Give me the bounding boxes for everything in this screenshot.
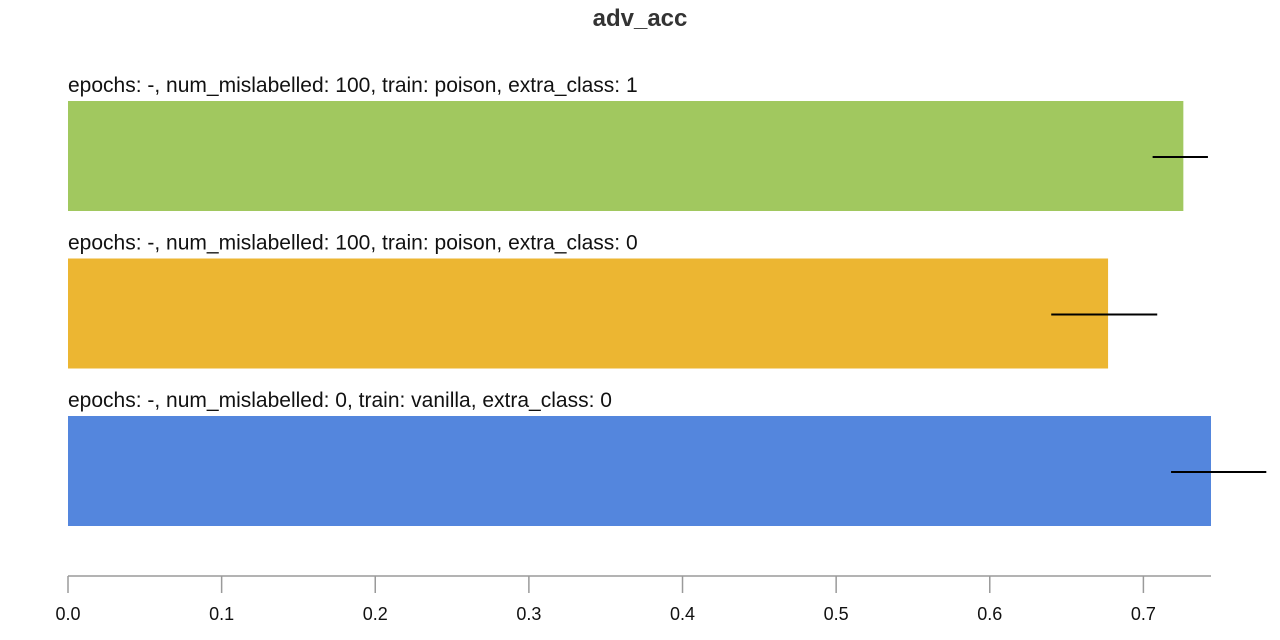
x-tick-label: 0.6	[977, 604, 1002, 624]
bar-group: epochs: -, num_mislabelled: 100, train: …	[68, 232, 1158, 369]
bar-label: epochs: -, num_mislabelled: 100, train: …	[68, 232, 638, 255]
x-tick-label: 0.7	[1131, 604, 1156, 624]
bar	[68, 416, 1211, 526]
x-axis: 0.0 0.1 0.2 0.3 0.4 0.5 0.6 0.7	[55, 575, 1211, 624]
bars-group: epochs: -, num_mislabelled: 100, train: …	[68, 74, 1267, 526]
bar-group: epochs: -, num_mislabelled: 100, train: …	[68, 74, 1208, 211]
x-tick-label: 0.3	[516, 604, 541, 624]
x-tick-label: 0.2	[363, 604, 388, 624]
bar-group: epochs: -, num_mislabelled: 0, train: va…	[68, 389, 1267, 526]
chart-title: adv_acc	[593, 5, 688, 32]
x-tick-label: 0.1	[209, 604, 234, 624]
bar	[68, 258, 1109, 369]
x-tick-label: 0.0	[55, 604, 80, 624]
bar-label: epochs: -, num_mislabelled: 100, train: …	[68, 74, 638, 97]
x-tick-label: 0.4	[670, 604, 695, 624]
x-tick-label: 0.5	[824, 604, 849, 624]
bar-label: epochs: -, num_mislabelled: 0, train: va…	[68, 389, 612, 412]
bar	[68, 101, 1184, 211]
